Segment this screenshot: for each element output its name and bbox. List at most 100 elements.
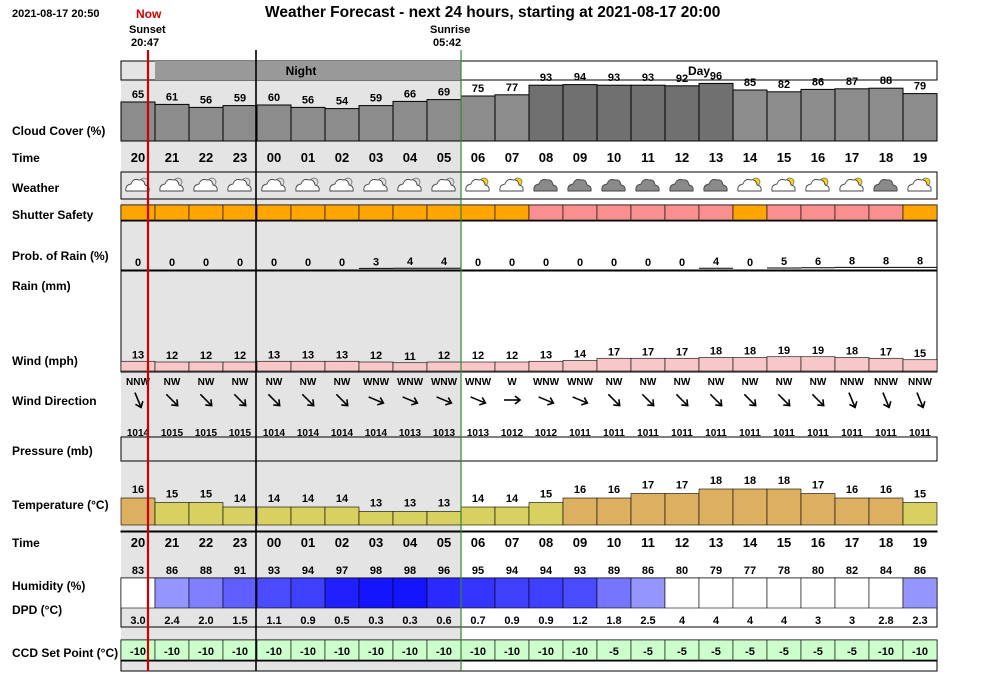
time-label: 13 — [709, 150, 723, 165]
arrow-shaft — [641, 393, 655, 407]
cloud-icon — [873, 179, 898, 192]
temperature-bar — [188, 502, 224, 526]
temperature-value: 16 — [608, 484, 620, 496]
cloud-bar — [392, 100, 428, 142]
time-label: 14 — [743, 150, 758, 165]
shutter-cell — [834, 204, 870, 221]
pressure-value: 1011 — [841, 428, 863, 439]
ccd-value: -10 — [878, 646, 894, 658]
sunset-label: Sunset — [129, 24, 166, 36]
arrow-head — [514, 395, 522, 405]
cloud-icon — [499, 179, 524, 192]
cloud-bar — [596, 84, 632, 142]
humidity-cell — [766, 577, 802, 609]
time-label-bottom: 00 — [267, 535, 281, 550]
wind-arrow-icon — [777, 393, 791, 407]
dpd-value: 1.5 — [232, 615, 247, 627]
temperature-value: 16 — [574, 484, 586, 496]
arrow-head — [171, 399, 179, 407]
temperature-value: 18 — [778, 475, 790, 487]
wind-value: 12 — [472, 350, 484, 362]
shutter-cell — [256, 204, 292, 221]
cloud-value: 66 — [404, 88, 416, 100]
dpd-value: 2.5 — [640, 615, 655, 627]
rain-prob-value: 5 — [781, 256, 787, 268]
wind-arrow-icon — [165, 393, 179, 407]
temperature-value: 15 — [166, 489, 178, 501]
rain-prob-value: 4 — [407, 256, 414, 268]
temperature-bar — [698, 488, 734, 526]
temperature-value: 16 — [846, 484, 858, 496]
arrow-shaft — [368, 396, 384, 404]
band-border-0 — [120, 60, 938, 81]
partly-cloudy-night-icon — [431, 177, 456, 192]
humidity-value: 79 — [710, 565, 722, 577]
wind-value: 17 — [880, 346, 892, 358]
cloud-value: 94 — [574, 72, 587, 84]
partly-cloudy-day-icon — [805, 177, 830, 192]
dark-cloud-icon — [703, 179, 728, 192]
label-cloud-cover: Cloud Cover (%) — [12, 124, 106, 138]
pressure-value: 1011 — [807, 428, 829, 439]
humidity-cell — [698, 577, 734, 609]
dpd-value: 1.2 — [572, 615, 587, 627]
cloud-icon — [363, 179, 388, 192]
humidity-value: 94 — [506, 565, 519, 577]
time-label: 01 — [301, 150, 315, 165]
time-label-bottom: 10 — [607, 535, 621, 550]
arrow-shaft — [811, 393, 825, 407]
cloud-bar — [426, 99, 462, 142]
humidity-value: 94 — [302, 565, 315, 577]
shutter-cell — [766, 204, 802, 221]
cloud-icon — [839, 179, 864, 192]
humidity-value: 86 — [914, 565, 926, 577]
ccd-value: -10 — [538, 646, 554, 658]
wind-arrow-icon — [607, 393, 621, 407]
humidity-value: 77 — [744, 565, 756, 577]
arrow-head — [547, 397, 555, 406]
cloud-bar — [460, 95, 496, 142]
dark-cloud-icon — [601, 179, 626, 192]
humidity-value: 98 — [370, 565, 382, 577]
pressure-value: 1012 — [535, 428, 558, 439]
wind-value: 19 — [778, 345, 790, 357]
time-label-bottom: 23 — [233, 535, 247, 550]
wind-direction-value: NW — [164, 377, 181, 388]
dpd-value: 2.3 — [912, 615, 927, 627]
shutter-cell — [460, 204, 496, 221]
cloud-icon — [635, 179, 660, 192]
wind-value: 13 — [132, 349, 144, 361]
humidity-cell — [222, 577, 258, 609]
cloud-value: 93 — [608, 72, 620, 84]
humidity-value: 84 — [880, 565, 893, 577]
arrow-shaft — [607, 393, 621, 407]
temperature-bar — [290, 506, 326, 526]
wind-value: 12 — [506, 350, 518, 362]
time-label: 20 — [131, 150, 145, 165]
temperature-bar — [358, 511, 394, 526]
pressure-value: 1015 — [161, 428, 184, 439]
arrow-shaft — [538, 396, 554, 404]
ccd-value: -5 — [745, 646, 755, 658]
arrow-head — [647, 399, 655, 407]
temperature-bar — [256, 506, 292, 526]
time-label-bottom: 02 — [335, 535, 349, 550]
wind-direction-value: NW — [334, 377, 351, 388]
band-border-10 — [120, 660, 938, 672]
pressure-value: 1014 — [127, 428, 150, 439]
wind-direction-value: NW — [674, 377, 691, 388]
wind-arrow-icon — [848, 392, 858, 409]
time-label-bottom: 05 — [437, 535, 451, 550]
wind-direction-value: NW — [232, 377, 249, 388]
shutter-cell — [358, 204, 394, 221]
time-label: 09 — [573, 150, 587, 165]
wind-bar — [766, 356, 802, 372]
cloud-icon — [533, 179, 558, 192]
time-label: 04 — [403, 150, 418, 165]
arrow-shaft — [572, 396, 588, 404]
cloud-value: 65 — [132, 89, 144, 101]
day-header-label: Day — [688, 64, 710, 78]
arrow-head — [581, 397, 589, 406]
wind-direction-value: WNW — [397, 377, 424, 388]
dark-cloud-icon — [533, 179, 558, 192]
